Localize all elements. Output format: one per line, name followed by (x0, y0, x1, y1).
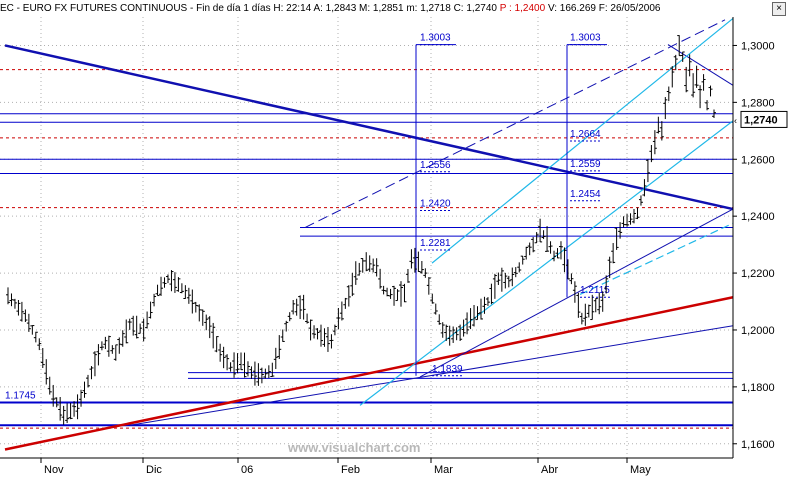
y-tick-label: 1,2800 (741, 97, 775, 109)
close-icon[interactable]: × (772, 2, 786, 16)
plot-area (0, 17, 733, 458)
volume-value: V: 166.269 (547, 3, 596, 14)
x-tick-label: Nov (44, 464, 64, 476)
blue-support-line (129, 325, 734, 426)
blue-dashed-channel-top (304, 19, 726, 228)
level-label: 1.2281 (420, 238, 451, 249)
y-tick-label: 1,2000 (741, 325, 775, 337)
p-value: P : 1,2400 (499, 3, 546, 14)
close-value: C: 1,2740 (453, 3, 497, 14)
x-tick-label: Dic (146, 464, 162, 476)
current-price-box (740, 110, 788, 128)
current-price-marker: ‹ (734, 115, 737, 125)
level-label: 1.2420 (420, 198, 451, 209)
level-label: 1.3003 (420, 33, 451, 44)
level-label: 1.1839 (432, 364, 463, 375)
level-label: 1.1745 (5, 391, 36, 402)
level-label: 1.2454 (570, 189, 601, 200)
y-tick-label: 1,2200 (741, 268, 775, 280)
period-label: Fin de día 1 días (196, 3, 271, 14)
y-tick-label: 1,3000 (741, 40, 775, 52)
level-label: 1.2115 (580, 285, 610, 296)
open-value: A: 1,2843 (313, 3, 357, 14)
y-tick-label: 1,2600 (741, 154, 775, 166)
level-label: 1.2664 (570, 129, 601, 140)
blue-downtrend-line (4, 44, 734, 211)
current-price-label: 1,2740 (744, 114, 778, 126)
blue-channel-bottom (419, 208, 734, 378)
cyan-channel-low (359, 120, 734, 406)
chart-header: EC - EURO FX FUTURES CONTINUOUS - Fin de… (0, 0, 788, 17)
x-tick-label: May (630, 464, 651, 476)
time-label: H: 22:14 (273, 3, 312, 14)
red-trendline (4, 296, 734, 451)
y-tick-label: 1,1600 (741, 439, 775, 451)
date-value: F: 26/05/2006 (598, 3, 661, 14)
low-value: m: 1,2718 (406, 3, 451, 14)
x-tick-label: 06 (241, 464, 253, 476)
level-label: 1.3003 (570, 33, 601, 44)
x-tick-label: Mar (434, 464, 453, 476)
cyan-dashed-line (579, 222, 734, 295)
price-chart[interactable]: Nov Dic 06 Feb Mar Abr May 1.3003 1.3003 1.2664 1.… (0, 17, 788, 480)
high-value: M: 1,2851 (359, 3, 404, 14)
level-label: 1.2559 (570, 159, 601, 170)
y-tick-label: 1,1800 (741, 382, 775, 394)
watermark: www.visualchart.com (287, 440, 420, 455)
symbol-name: EC - EURO FX FUTURES CONTINUOUS (0, 3, 188, 14)
level-label: 1.2556 (420, 160, 451, 171)
x-tick-label: Abr (541, 464, 558, 476)
y-tick-label: 1,2400 (741, 211, 775, 223)
x-tick-label: Feb (341, 464, 360, 476)
